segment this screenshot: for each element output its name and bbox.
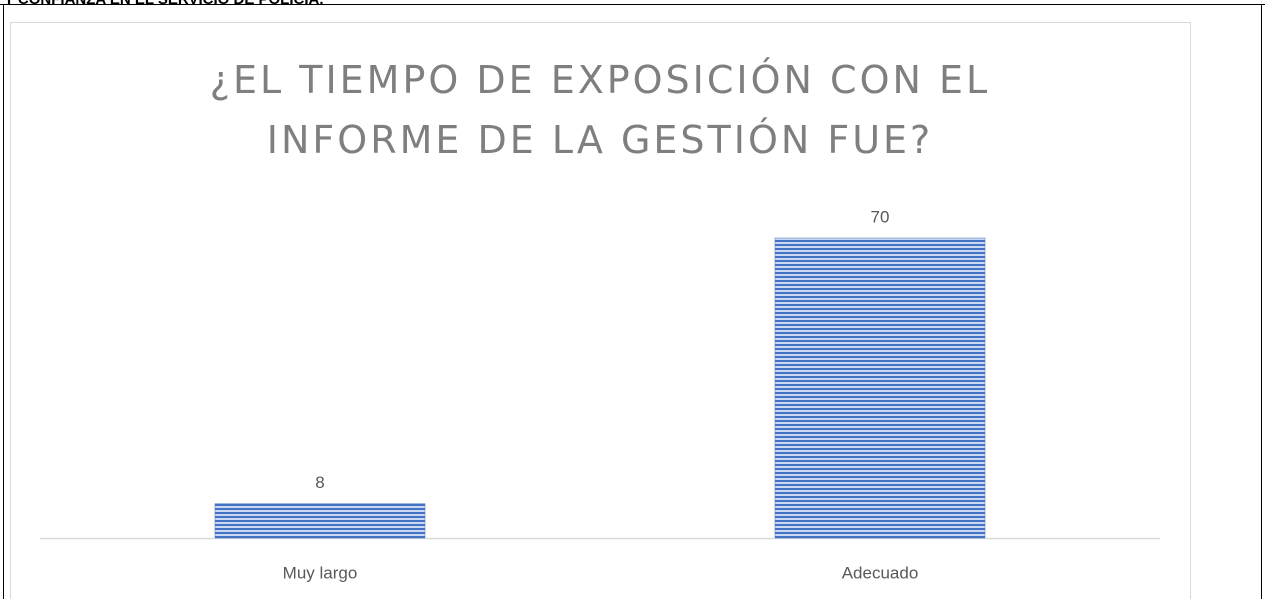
bar: [214, 503, 426, 539]
x-tick-label: Adecuado: [842, 563, 919, 582]
chart-title: ¿EL TIEMPO DE EXPOSICIÓN CON EL INFORME …: [209, 58, 991, 162]
data-label: 70: [871, 207, 890, 226]
chart-border: [10, 22, 1191, 599]
data-label: 8: [315, 473, 324, 492]
x-tick-label: Muy largo: [283, 563, 358, 582]
bar: [774, 237, 986, 539]
